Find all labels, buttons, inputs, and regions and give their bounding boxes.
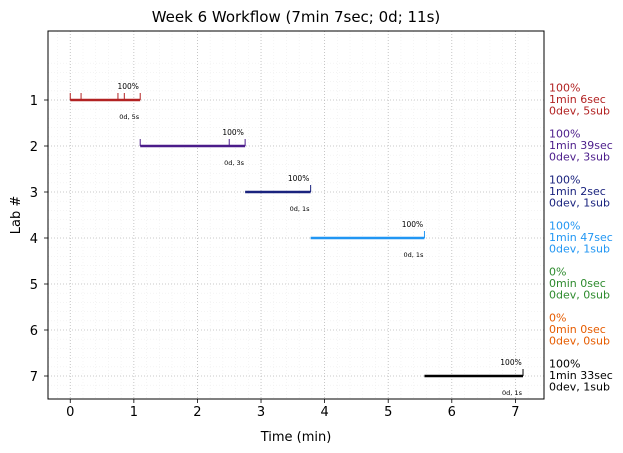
x-axis-label: Time (min) [260, 430, 332, 445]
plot-area [47, 30, 545, 400]
y-tick-label: 1 [30, 94, 38, 109]
x-tick-label: 2 [193, 405, 201, 420]
lab-1-count-label: 0d, 5s [119, 113, 140, 121]
lab-6-summary-line: 0dev, 0sub [549, 335, 610, 348]
grid [48, 31, 544, 399]
chart-title: Week 6 Workflow (7min 7sec; 0d; 11s) [152, 8, 441, 26]
y-tick-label: 3 [30, 186, 38, 201]
lab-3-count-label: 0d, 1s [290, 205, 311, 213]
lab-7-count-label: 0d, 1s [502, 389, 523, 397]
lab-2-summary-line: 0dev, 3sub [549, 151, 610, 164]
lab-1-summary-line: 100% [549, 82, 580, 95]
lab-4-summary-line: 100% [549, 220, 580, 233]
lab-bars: 100% 0d, 5s 100% 0d, 3s 100% 0d, 1s 100% 0d, 1s… [69, 82, 524, 397]
x-tick-label: 7 [511, 405, 519, 420]
lab-4-percent-label: 100% [402, 220, 423, 229]
x-tick-label: 6 [448, 405, 456, 420]
axes: 0 1 2 3 4 5 6 7 1 2 3 4 5 6 7 [30, 94, 520, 420]
x-tick-label: 5 [384, 405, 392, 420]
y-tick-label: 2 [30, 140, 38, 155]
lab-5-summary-line: 0% [549, 266, 566, 279]
lab-7-summary-line: 100% [549, 358, 580, 371]
lab-1-summary-line: 1min 6sec [549, 93, 606, 106]
lab-2-count-label: 0d, 3s [224, 159, 245, 167]
lab-1-percent-label: 100% [117, 82, 138, 91]
y-tick-label: 6 [30, 324, 38, 339]
x-tick-label: 1 [130, 405, 138, 420]
lab-2-percent-label: 100% [222, 128, 243, 137]
lab-4-count-label: 0d, 1s [403, 251, 424, 259]
lab-3-summary-line: 100% [549, 174, 580, 187]
lab-6-summary-line: 0min 0sec [549, 323, 606, 336]
lab-3-percent-label: 100% [288, 174, 309, 183]
y-tick-label: 7 [30, 370, 38, 385]
lab-5-summary-line: 0min 0sec [549, 277, 606, 290]
lab-7-summary-line: 1min 33sec [549, 369, 613, 382]
lab-3-summary-line: 0dev, 1sub [549, 197, 610, 210]
x-tick-label: 4 [320, 405, 328, 420]
y-tick-label: 4 [30, 232, 38, 247]
lab-3-summary-line: 1min 2sec [549, 185, 606, 198]
x-tick-label: 3 [257, 405, 265, 420]
lab-2-summary-line: 100% [549, 128, 580, 141]
lab-5-summary-line: 0dev, 0sub [549, 289, 610, 302]
y-axis-label: Lab # [9, 196, 24, 235]
lab-7-summary-line: 0dev, 1sub [549, 381, 610, 394]
lab-2-summary-line: 1min 39sec [549, 139, 613, 152]
x-tick-label: 0 [66, 405, 74, 420]
lab-6-summary-line: 0% [549, 312, 566, 325]
lab-7-percent-label: 100% [500, 358, 521, 367]
y-tick-label: 5 [30, 278, 38, 293]
lab-4-summary-line: 0dev, 1sub [549, 243, 610, 256]
lab-4-summary-line: 1min 47sec [549, 231, 613, 244]
lab-1-summary-line: 0dev, 5sub [549, 105, 610, 118]
